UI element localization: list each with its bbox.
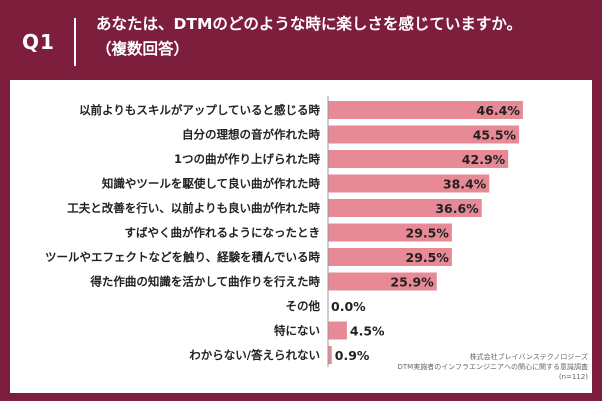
bar [328,125,520,144]
category-label: 以前よりもスキルがアップしていると感じる時 [79,103,320,117]
bar [328,101,523,119]
value-label: 38.4% [443,177,487,192]
category-label: 得た作曲の知識を活かして曲作りを行えた時 [89,275,320,289]
category-label: 自分の理想の音が作れた時 [182,128,320,142]
question-title: あなたは、DTMのどのような時に楽しさを感じていますか。 （複数回答） [96,12,596,62]
credit-survey: DTM実施者のインフラエンジニアへの関心に関する意識調査 [397,363,589,371]
value-label: 45.5% [473,128,517,143]
header: Q1 あなたは、DTMのどのような時に楽しさを感じていますか。 （複数回答） [0,0,602,80]
value-label: 4.5% [350,324,385,339]
question-text: あなたは、DTMのどのような時に楽しさを感じていますか。 [96,15,523,33]
value-label: 0.9% [335,348,370,363]
question-subtitle: （複数回答） [96,40,190,58]
category-label: わからない/答えられない [189,348,320,362]
value-label: 29.5% [406,226,450,241]
category-label: 1つの曲が作り上げられた時 [174,152,321,166]
bravance-logo: braVance [16,375,88,393]
category-label: 工夫と改善を行い、以前よりも良い曲が作れた時 [67,201,320,215]
category-label: 知識やツールを駆使して良い曲が作れた時 [101,177,321,191]
credit-sample-size: (n=112) [558,373,588,381]
category-label: その他 [286,299,321,313]
bar [328,199,482,217]
value-label: 46.4% [477,103,521,118]
bar [328,321,347,340]
credit-text: 株式会社ブレイバンステクノロジーズ DTM実施者のインフラエンジニアへの関心に関… [328,352,589,382]
bar [328,248,452,266]
category-label: すばやく曲が作れるようになったとき [125,226,321,240]
value-label: 25.9% [390,275,434,290]
value-label: 36.6% [435,201,479,216]
bar [328,346,332,364]
category-label: ツールやエフェクトなどを触り、経験を積んでいる時 [45,250,320,264]
bar [328,174,490,193]
credit-company: 株式会社ブレイバンステクノロジーズ [469,353,588,361]
bar [328,150,509,168]
bar [328,272,437,291]
value-label: 42.9% [462,152,506,167]
category-label: 特にない [274,324,320,338]
value-label: 29.5% [406,250,450,265]
header-divider [74,18,76,66]
bar [328,223,452,242]
question-badge: Q1 [22,30,55,54]
value-label: 0.0% [331,299,366,314]
